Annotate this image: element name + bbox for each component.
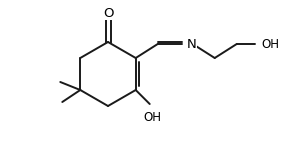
Text: O: O: [103, 6, 113, 20]
Text: N: N: [187, 37, 196, 51]
Text: OH: OH: [262, 37, 280, 51]
Text: OH: OH: [144, 111, 162, 124]
